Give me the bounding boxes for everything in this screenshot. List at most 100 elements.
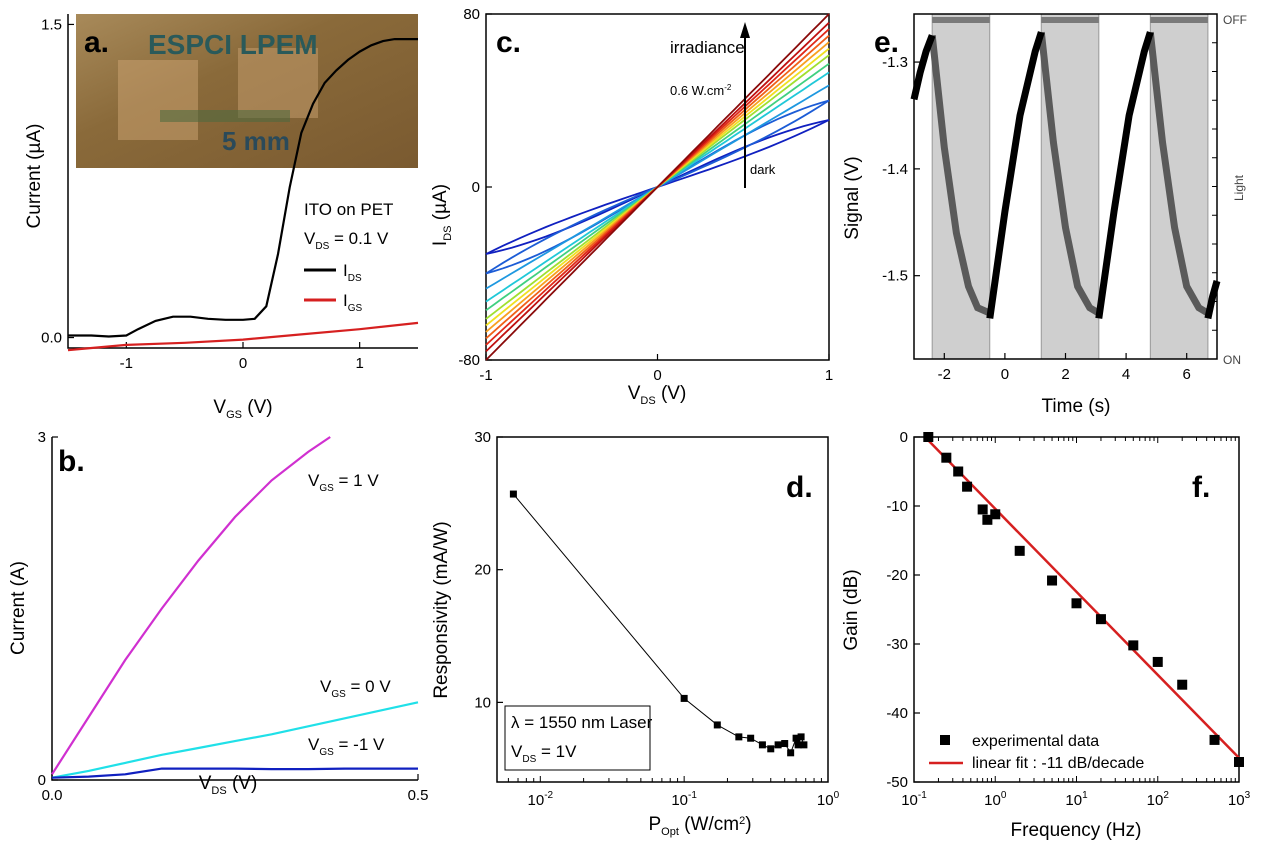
panel-a-legend: IDS IGS	[304, 261, 363, 314]
panel-c-letter: c.	[496, 26, 521, 59]
panel-c-xtick-label: -1	[479, 367, 492, 384]
panel-e-decay-1	[1037, 31, 1101, 317]
panel-d-ytick-label: 10	[474, 694, 491, 711]
panel-a-sample-label: ITO on PET	[304, 200, 393, 219]
panel-f-ylabel: Gain (dB)	[841, 569, 862, 650]
panel-f-fit-line	[927, 439, 1240, 759]
panel-f-point	[1014, 545, 1025, 556]
svg-text:experimental data: experimental data	[972, 733, 1099, 750]
panel-d: d. 10-2 10-1 100 10 20 30 λ = 1550 nm Laser V…	[431, 429, 840, 838]
panel-a-series-1	[67, 321, 419, 352]
panel-f-point	[977, 504, 988, 515]
panel-c-irradiance-value: 0.6 W.cm-2	[670, 83, 732, 98]
panel-c-irradiance-label: irradiance	[670, 38, 745, 57]
svg-text:IDS: IDS	[343, 261, 362, 284]
panel-b-series-0	[51, 436, 331, 775]
panel-b-label-vgsm1: VGS = -1 V	[308, 735, 385, 758]
panel-b-ytick-label: 3	[38, 429, 46, 446]
panel-e-ytick-label: -1.5	[882, 268, 908, 285]
panel-e-xtick-label: 4	[1122, 366, 1130, 383]
panel-f-point	[1209, 734, 1220, 745]
panel-f-point	[1177, 679, 1188, 690]
panel-e-ytick-label: -1.4	[882, 161, 908, 178]
panel-f-point	[962, 481, 973, 492]
panel-e-ytick-label: -1.3	[882, 54, 908, 71]
panel-c-dark-label: dark	[750, 162, 776, 177]
panel-d-point	[787, 749, 795, 757]
panel-e-letter: e.	[874, 26, 899, 59]
panel-d-point	[792, 734, 800, 742]
panel-c-xtick-label: 1	[825, 367, 833, 384]
panel-f-legend: experimental data linear fit : -11 dB/de…	[929, 733, 1144, 772]
panel-f-point	[1128, 640, 1139, 651]
panel-b-xtick-label: 0.5	[408, 787, 429, 804]
panel-a-xtick-label: -1	[120, 355, 133, 372]
panel-f-xtick-label: 100	[984, 790, 1007, 809]
panel-a: ESPCI LPEM 5 mm a. -1 0 1 0.0 1.5 VGS (V) Cu…	[24, 14, 419, 421]
panel-f-xtick-label: 10-1	[901, 790, 927, 809]
panel-d-point	[758, 741, 766, 749]
panel-d-ticks: 10-2 10-1 100 10 20 30	[474, 429, 839, 809]
panel-e-right-bottom: ON	[1223, 353, 1241, 367]
panel-e: e. -2 0 2 4 6 -1.3 -1.4 -1.5 OFF ON Light Time …	[842, 13, 1247, 417]
panel-e-decay-2	[1146, 31, 1210, 317]
panel-e-xtick-label: -2	[938, 366, 951, 383]
svg-text:linear fit : -11 dB/decade: linear fit : -11 dB/decade	[972, 755, 1144, 772]
panel-f: f. 10-1 100 101 102 103 0 -10 -20 -30 -40 -50 expe…	[841, 429, 1251, 841]
panel-f-ytick-label: -40	[886, 705, 908, 722]
panel-c-ytick-label: -80	[458, 352, 480, 369]
panel-c: c. -1 0 1 -80 0 80 irradiance 0.6 W.cm-2 dark…	[430, 6, 833, 407]
panel-a-series-0	[68, 38, 418, 338]
panel-d-point	[774, 741, 782, 749]
panel-f-point	[923, 432, 934, 442]
panel-c-curve-11	[485, 13, 830, 361]
svg-text:λ = 1550 nm Laser: λ = 1550 nm Laser	[511, 713, 653, 732]
panel-f-xtick-label: 103	[1228, 790, 1251, 809]
panel-f-lines	[923, 432, 1244, 767]
panel-b: b. 0.0 0.5 0 3 VDS (V) Current (A) VGS = 1 …	[8, 429, 428, 804]
panel-a-bias-label: VDS = 0.1 V	[304, 229, 389, 252]
panel-e-rise-3	[1204, 280, 1221, 320]
panel-b-series-1	[51, 701, 419, 779]
panel-f-point	[953, 466, 964, 477]
panel-f-ytick-label: -30	[886, 636, 908, 653]
panel-d-point	[713, 721, 721, 729]
panel-b-series-2	[51, 767, 418, 779]
panel-a-xtick-label: 1	[355, 355, 363, 372]
panel-f-point	[1152, 656, 1163, 667]
panel-d-legend: λ = 1550 nm Laser VDS = 1V	[504, 705, 653, 771]
panel-d-point	[797, 733, 805, 741]
panel-f-point	[1095, 614, 1106, 625]
photo-label-scale: 5 mm	[222, 126, 290, 156]
panel-f-point	[1234, 756, 1244, 767]
panel-d-xtick-label: 100	[817, 790, 840, 809]
svg-text:VDS = 1V: VDS = 1V	[511, 742, 577, 765]
panel-b-xtick-label: 0.0	[42, 787, 63, 804]
panel-b-label-vgs1: VGS = 1 V	[308, 471, 379, 494]
panel-d-point	[794, 741, 802, 749]
panel-e-xlabel: Time (s)	[1042, 396, 1111, 417]
panel-f-point	[982, 514, 993, 525]
panel-e-xtick-label: 6	[1183, 366, 1191, 383]
panel-d-point	[800, 741, 808, 749]
panel-b-letter: b.	[58, 445, 85, 478]
panel-f-ticks: 10-1 100 101 102 103 0 -10 -20 -30 -40 -50	[886, 429, 1250, 809]
panel-e-light-band-0	[931, 13, 991, 360]
panel-d-point	[747, 734, 755, 742]
panel-e-right-middle: Light	[1232, 174, 1246, 201]
panel-d-ylabel: Responsivity (mA/W)	[431, 521, 452, 698]
panel-f-point	[1071, 598, 1082, 609]
panel-a-xlabel: VGS (V)	[213, 397, 272, 421]
panel-f-ytick-label: -10	[886, 498, 908, 515]
panel-d-xlabel: POpt (W/cm2)	[648, 814, 751, 838]
panel-c-ticks: -1 0 1 -80 0 80	[458, 6, 833, 384]
panel-f-point	[1047, 575, 1058, 586]
panel-b-lines	[51, 436, 419, 779]
panel-d-xtick-label: 10-1	[671, 790, 697, 809]
panel-f-letter: f.	[1192, 471, 1210, 504]
panel-f-ytick-label: -20	[886, 567, 908, 584]
panel-d-ytick-label: 30	[474, 429, 491, 446]
panel-c-ytick-label: 80	[463, 6, 480, 23]
panel-d-point	[680, 694, 688, 702]
